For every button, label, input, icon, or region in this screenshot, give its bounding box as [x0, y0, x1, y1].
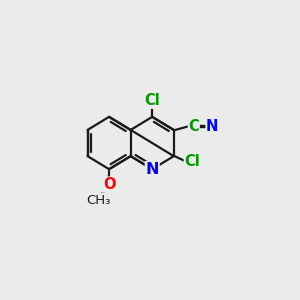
- Text: CH₃: CH₃: [86, 194, 110, 206]
- Text: Cl: Cl: [144, 93, 160, 108]
- Text: O: O: [103, 177, 115, 192]
- Text: N: N: [206, 118, 218, 134]
- Text: C: C: [188, 118, 199, 134]
- Text: N: N: [146, 162, 159, 177]
- Text: Cl: Cl: [184, 154, 200, 169]
